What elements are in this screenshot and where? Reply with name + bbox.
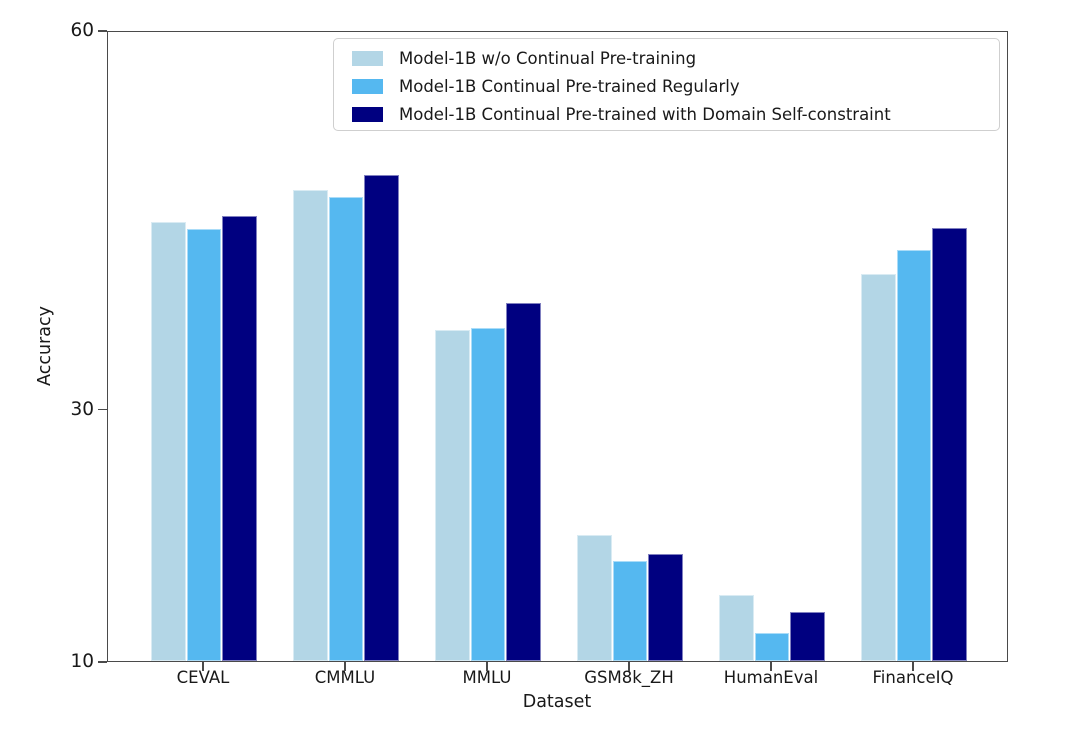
bar-series0-humaneval (719, 595, 754, 661)
y-tick-label-60: 60 (70, 20, 94, 41)
legend-item: Model-1B w/o Continual Pre-training (352, 44, 989, 72)
x-tick-mark-ceval (202, 662, 204, 671)
x-tick-mark-humaneval (770, 662, 772, 671)
bar-series0-mmlu (435, 330, 470, 661)
y-axis-label: Accuracy (35, 306, 55, 386)
x-tick-label-mmlu: MMLU (462, 668, 512, 687)
legend-swatch-light-blue (352, 50, 383, 66)
legend-swatch-navy (352, 106, 383, 122)
legend-label: Model-1B Continual Pre-trained with Doma… (399, 104, 891, 124)
y-tick-label-30: 30 (70, 399, 94, 420)
x-tick-label-gsm8k-zh: GSM8k_ZH (584, 668, 674, 687)
y-tick-mark (98, 30, 107, 32)
x-tick-mark-gsm8k_zh (628, 662, 630, 671)
bar-series0-gsm8k_zh (577, 534, 612, 661)
x-tick-label-ceval: CEVAL (176, 668, 230, 687)
bar-series2-gsm8k_zh (648, 553, 683, 661)
x-axis-label: Dataset (522, 692, 592, 712)
x-tick-mark-mmlu (486, 662, 488, 671)
legend-item: Model-1B Continual Pre-trained Regularly (352, 72, 989, 100)
bar-series1-financeiq (896, 249, 931, 661)
bar-series2-humaneval (790, 611, 825, 661)
bar-series0-financeiq (861, 273, 896, 661)
y-tick-label-10: 10 (70, 651, 94, 672)
bar-series2-cmmlu (364, 175, 399, 661)
x-tick-label-humaneval: HumanEval (723, 668, 819, 687)
bar-series2-ceval (222, 215, 257, 661)
legend-label: Model-1B Continual Pre-trained Regularly (399, 76, 740, 96)
bar-series0-ceval (151, 221, 186, 661)
legend-label: Model-1B w/o Continual Pre-training (399, 48, 697, 68)
x-tick-label-financeiq: FinanceIQ (872, 668, 954, 687)
legend-swatch-sky-blue (352, 78, 383, 94)
bar-series1-mmlu (470, 327, 505, 661)
x-tick-mark-financeiq (912, 662, 914, 671)
bar-series1-gsm8k_zh (612, 561, 647, 661)
bar-series1-cmmlu (328, 196, 363, 661)
bar-series0-cmmlu (293, 190, 328, 661)
x-tick-label-cmmlu: CMMLU (314, 668, 376, 687)
bar-series1-humaneval (754, 633, 789, 661)
bar-series1-ceval (186, 229, 221, 661)
legend: Model-1B w/o Continual Pre-training Mode… (333, 38, 1000, 131)
x-tick-mark-cmmlu (344, 662, 346, 671)
bar-series2-financeiq (932, 228, 967, 661)
y-tick-mark (98, 408, 107, 411)
bar-series2-mmlu (506, 302, 541, 661)
plot-area (107, 31, 1008, 662)
legend-item: Model-1B Continual Pre-trained with Doma… (352, 100, 989, 128)
y-tick-mark (98, 661, 107, 663)
